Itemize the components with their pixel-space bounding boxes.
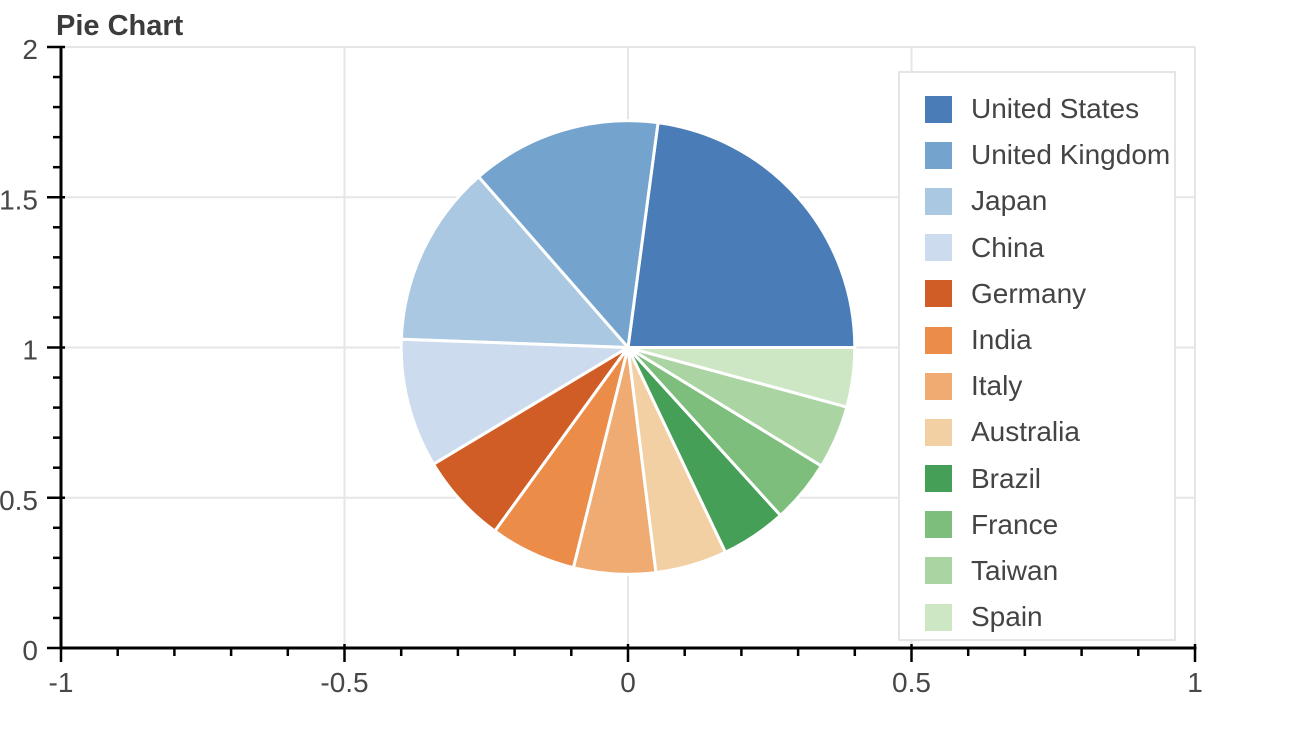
x-tick-label: -0.5: [320, 667, 368, 698]
legend-item-japan: Japan: [900, 178, 1174, 224]
legend-label-australia: Australia: [971, 416, 1080, 448]
legend-item-australia: Australia: [900, 409, 1174, 455]
legend-swatch-taiwan: [925, 557, 952, 585]
legend-label-japan: Japan: [971, 185, 1048, 217]
legend-swatch-india: [925, 326, 952, 354]
legend-item-india: India: [900, 317, 1174, 363]
legend-item-taiwan: Taiwan: [900, 548, 1174, 594]
legend-label-taiwan: Taiwan: [971, 554, 1059, 586]
pie-slice-united-kingdom[interactable]: [477, 119, 660, 349]
legend-swatch-brazil: [925, 465, 952, 493]
legend-item-italy: Italy: [900, 363, 1174, 409]
legend-swatch-united-states: [925, 95, 952, 123]
legend-swatch-china: [925, 234, 952, 262]
legend-label-united-kingdom: United Kingdom: [971, 139, 1171, 171]
legend: United States United Kingdom Japan China Ger…: [898, 71, 1176, 641]
x-tick-label: 0: [620, 667, 636, 698]
legend-item-spain: Spain: [900, 594, 1174, 639]
x-tick-label: -1: [49, 667, 74, 698]
y-tick-label: 0: [22, 635, 38, 666]
legend-swatch-italy: [925, 372, 952, 400]
legend-item-united-states: United States: [900, 86, 1174, 132]
y-tick-label: 2: [22, 34, 38, 65]
legend-label-brazil: Brazil: [971, 462, 1042, 494]
chart-title: Pie Chart: [56, 10, 184, 42]
y-tick-label: 0.5: [0, 485, 38, 516]
legend-label-china: China: [971, 231, 1045, 263]
pie-slice-spain[interactable]: [626, 346, 857, 409]
legend-item-united-kingdom: United Kingdom: [900, 132, 1174, 178]
legend-label-spain: Spain: [971, 601, 1043, 633]
legend-item-germany: Germany: [900, 271, 1174, 317]
legend-swatch-united-kingdom: [925, 141, 952, 169]
legend-label-italy: Italy: [971, 370, 1023, 402]
legend-label-united-states: United States: [971, 93, 1140, 125]
pie-slice-japan[interactable]: [399, 175, 630, 349]
legend-label-india: India: [971, 324, 1032, 356]
legend-label-france: France: [971, 508, 1059, 540]
legend-swatch-japan: [925, 187, 952, 215]
legend-item-brazil: Brazil: [900, 456, 1174, 502]
legend-swatch-france: [925, 511, 952, 539]
x-tick-label: 0.5: [892, 667, 931, 698]
legend-swatch-spain: [925, 603, 952, 631]
y-tick-label: 1: [22, 335, 38, 366]
legend-item-france: France: [900, 502, 1174, 548]
pie-slice-united-states[interactable]: [626, 121, 857, 349]
legend-swatch-australia: [925, 418, 952, 446]
y-tick-label: 1.5: [0, 184, 38, 215]
legend-item-china: China: [900, 225, 1174, 271]
legend-label-germany: Germany: [971, 277, 1087, 309]
x-tick-label: 1: [1187, 667, 1203, 698]
legend-swatch-germany: [925, 280, 952, 308]
pie-slice-china[interactable]: [399, 337, 630, 466]
